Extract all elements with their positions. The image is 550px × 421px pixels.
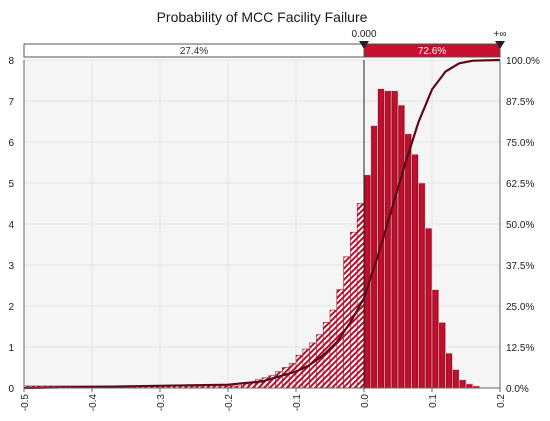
- histogram-bar: [418, 182, 426, 389]
- y-tick-label: 8: [8, 56, 14, 67]
- y-tick-label: 0: [8, 384, 14, 395]
- histogram-bar: [458, 379, 467, 389]
- probability-band: 27.4% 72.6% 0.000 +∞: [23, 29, 507, 58]
- cumulative-curve: [23, 58, 501, 390]
- y2-tick-label: 37.5%: [506, 261, 534, 272]
- y2-tick-label: 62.5%: [506, 179, 534, 190]
- band-end-label: +∞: [494, 29, 507, 40]
- x-tick-label: -0.2: [224, 394, 235, 412]
- band-split-label: 0.000: [351, 29, 376, 40]
- y-tick-label: 4: [8, 220, 14, 231]
- y-tick-label: 3: [8, 261, 14, 272]
- y-tick-label: 6: [8, 138, 14, 149]
- histogram-bar: [275, 371, 283, 389]
- histogram-bar: [411, 154, 419, 389]
- histogram-bar: [288, 363, 297, 389]
- x-tick-label: 0.2: [496, 394, 507, 408]
- x-tick-label: -0.5: [20, 394, 31, 412]
- histogram-bar: [438, 322, 446, 389]
- x-tick-label: -0.3: [156, 394, 167, 412]
- y2-tick-label: 87.5%: [506, 97, 534, 108]
- y2-tick-label: 100.0%: [506, 56, 540, 67]
- y-tick-label: 5: [8, 179, 14, 190]
- x-axis-ticks: -0.5 -0.4 -0.3 -0.2 -0.1 0.0 0.1 0.2: [20, 388, 507, 411]
- y2-tick-label: 25.0%: [506, 302, 534, 313]
- histogram-bar: [384, 90, 392, 389]
- histogram-bar: [397, 104, 406, 389]
- x-tick-label: 0.1: [428, 394, 439, 408]
- band-split-marker: [359, 41, 369, 49]
- band-left-label: 27.4%: [180, 46, 208, 57]
- x-tick-label: -0.4: [88, 394, 99, 412]
- y2-tick-label: 75.0%: [506, 138, 534, 149]
- y2-axis-ticks: 0.0% 12.5% 25.0% 37.5% 50.0% 62.5% 75.0% 87.5% 1…: [506, 56, 540, 395]
- histogram-bar: [248, 382, 256, 389]
- y-tick-label: 2: [8, 302, 14, 313]
- y-tick-label: 1: [8, 343, 14, 354]
- y2-tick-label: 12.5%: [506, 343, 534, 354]
- histogram-bar: [465, 383, 474, 389]
- histogram-bar: [404, 133, 412, 389]
- x-tick-label: 0.0: [360, 394, 371, 408]
- band-right-label: 72.6%: [418, 46, 446, 57]
- histogram-bar: [316, 334, 324, 389]
- histogram-bar: [452, 369, 460, 389]
- axes: [23, 60, 501, 389]
- y-tick-label: 7: [8, 97, 14, 108]
- band-end-marker: [495, 41, 505, 49]
- histogram-bar: [241, 383, 249, 389]
- cumulative-line: [23, 58, 501, 390]
- histogram-bar: [390, 90, 399, 389]
- histogram-bar: [431, 289, 440, 389]
- histogram-bar: [356, 203, 365, 389]
- histogram-bar: [282, 367, 290, 389]
- x-tick-label: -0.1: [292, 394, 303, 412]
- y-axis-ticks: 0 1 2 3 4 5 6 7 8: [8, 56, 14, 395]
- histogram-bar: [445, 352, 453, 389]
- band-right: [363, 43, 501, 58]
- y2-tick-label: 0.0%: [506, 384, 529, 395]
- chart-title: Probability of MCC Facility Failure: [157, 9, 368, 25]
- y2-tick-label: 50.0%: [506, 220, 534, 231]
- histogram-bar: [424, 227, 433, 389]
